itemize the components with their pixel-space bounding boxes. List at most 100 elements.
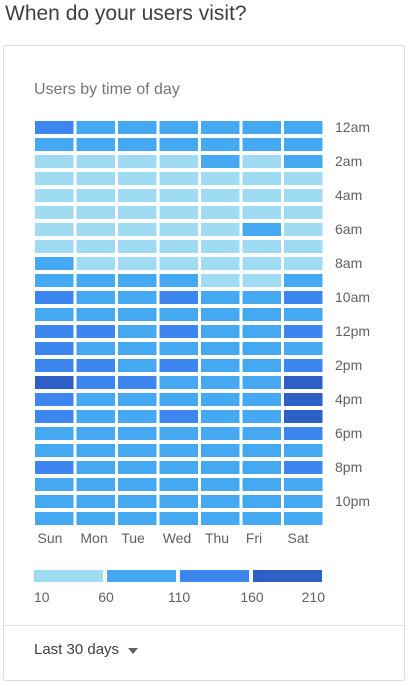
heatmap-cell-tue-1pm[interactable]: [118, 342, 157, 355]
heatmap-cell-mon-10am[interactable]: [76, 291, 116, 304]
heatmap-cell-sun-11am[interactable]: [35, 308, 74, 321]
heatmap-cell-tue-5am[interactable]: [118, 206, 157, 219]
heatmap-cell-thu-7am[interactable]: [201, 240, 240, 253]
heatmap-cell-sat-11am[interactable]: [284, 308, 323, 321]
heatmap-cell-tue-5pm[interactable]: [118, 410, 157, 423]
heatmap-cell-mon-12pm[interactable]: [76, 325, 116, 338]
heatmap-cell-wed-5pm[interactable]: [159, 410, 199, 423]
heatmap-cell-wed-3am[interactable]: [159, 172, 199, 185]
heatmap-cell-thu-3am[interactable]: [201, 172, 240, 185]
heatmap-cell-sat-9am[interactable]: [284, 274, 323, 287]
heatmap-cell-thu-3pm[interactable]: [201, 376, 240, 389]
heatmap-cell-tue-6am[interactable]: [118, 223, 157, 236]
heatmap-cell-mon-3pm[interactable]: [76, 376, 116, 389]
heatmap-cell-fri-5am[interactable]: [242, 206, 282, 219]
heatmap-cell-sun-6pm[interactable]: [35, 427, 74, 440]
heatmap-cell-sat-6am[interactable]: [284, 223, 323, 236]
heatmap-cell-thu-1pm[interactable]: [201, 342, 240, 355]
heatmap-cell-sun-7am[interactable]: [35, 240, 74, 253]
heatmap-cell-tue-11pm[interactable]: [118, 512, 157, 525]
heatmap-cell-mon-6pm[interactable]: [76, 427, 116, 440]
heatmap-cell-tue-11am[interactable]: [118, 308, 157, 321]
heatmap-cell-sun-4pm[interactable]: [35, 393, 74, 406]
heatmap-cell-thu-6am[interactable]: [201, 223, 240, 236]
heatmap-cell-mon-3am[interactable]: [76, 172, 116, 185]
heatmap-cell-mon-6am[interactable]: [76, 223, 116, 236]
heatmap-cell-tue-9am[interactable]: [118, 274, 157, 287]
heatmap-cell-sun-9pm[interactable]: [35, 478, 74, 491]
heatmap-cell-tue-4pm[interactable]: [118, 393, 157, 406]
heatmap-cell-sun-10pm[interactable]: [35, 495, 74, 508]
heatmap-cell-sun-9am[interactable]: [35, 274, 74, 287]
heatmap-cell-tue-12pm[interactable]: [118, 325, 157, 338]
heatmap-cell-thu-9pm[interactable]: [201, 478, 240, 491]
heatmap-cell-mon-2pm[interactable]: [76, 359, 116, 372]
heatmap-cell-fri-9am[interactable]: [242, 274, 282, 287]
date-range-dropdown[interactable]: Last 30 days: [34, 641, 139, 658]
heatmap-cell-sat-4pm[interactable]: [284, 393, 323, 406]
heatmap-cell-thu-6pm[interactable]: [201, 427, 240, 440]
heatmap-cell-sat-7am[interactable]: [284, 240, 323, 253]
heatmap-cell-sun-8pm[interactable]: [35, 461, 74, 474]
heatmap-cell-fri-5pm[interactable]: [242, 410, 282, 423]
heatmap-cell-sat-11pm[interactable]: [284, 512, 323, 525]
heatmap-cell-tue-3am[interactable]: [118, 172, 157, 185]
heatmap-cell-sun-1am[interactable]: [35, 138, 74, 151]
heatmap-cell-wed-1pm[interactable]: [159, 342, 199, 355]
heatmap-cell-sat-8am[interactable]: [284, 257, 323, 270]
heatmap-cell-thu-2pm[interactable]: [201, 359, 240, 372]
heatmap-cell-wed-1am[interactable]: [159, 138, 199, 151]
heatmap-cell-thu-2am[interactable]: [201, 155, 240, 168]
heatmap-cell-fri-4pm[interactable]: [242, 393, 282, 406]
heatmap-cell-mon-10pm[interactable]: [76, 495, 116, 508]
heatmap-cell-thu-12pm[interactable]: [201, 325, 240, 338]
heatmap-cell-fri-3am[interactable]: [242, 172, 282, 185]
heatmap-cell-fri-7am[interactable]: [242, 240, 282, 253]
heatmap-cell-fri-12pm[interactable]: [242, 325, 282, 338]
heatmap-cell-mon-9am[interactable]: [76, 274, 116, 287]
heatmap-cell-tue-10pm[interactable]: [118, 495, 157, 508]
heatmap-cell-thu-10am[interactable]: [201, 291, 240, 304]
heatmap-cell-mon-7am[interactable]: [76, 240, 116, 253]
heatmap-cell-fri-11pm[interactable]: [242, 512, 282, 525]
heatmap-cell-mon-8am[interactable]: [76, 257, 116, 270]
heatmap-cell-sun-11pm[interactable]: [35, 512, 74, 525]
heatmap-cell-wed-4am[interactable]: [159, 189, 199, 202]
heatmap-cell-mon-11pm[interactable]: [76, 512, 116, 525]
heatmap-cell-sun-12am[interactable]: [35, 121, 74, 134]
heatmap-cell-sat-3am[interactable]: [284, 172, 323, 185]
heatmap-cell-thu-9am[interactable]: [201, 274, 240, 287]
heatmap-cell-fri-10pm[interactable]: [242, 495, 282, 508]
heatmap-cell-fri-7pm[interactable]: [242, 444, 282, 457]
heatmap-cell-sat-8pm[interactable]: [284, 461, 323, 474]
heatmap-cell-tue-1am[interactable]: [118, 138, 157, 151]
heatmap-cell-sat-5am[interactable]: [284, 206, 323, 219]
heatmap-cell-thu-4pm[interactable]: [201, 393, 240, 406]
heatmap-cell-fri-1am[interactable]: [242, 138, 282, 151]
heatmap-cell-tue-7am[interactable]: [118, 240, 157, 253]
heatmap-cell-mon-8pm[interactable]: [76, 461, 116, 474]
heatmap-cell-tue-12am[interactable]: [118, 121, 157, 134]
heatmap-cell-tue-2am[interactable]: [118, 155, 157, 168]
heatmap-cell-wed-5am[interactable]: [159, 206, 199, 219]
heatmap-cell-sun-1pm[interactable]: [35, 342, 74, 355]
heatmap-cell-tue-2pm[interactable]: [118, 359, 157, 372]
heatmap-cell-sat-10pm[interactable]: [284, 495, 323, 508]
heatmap-cell-thu-8pm[interactable]: [201, 461, 240, 474]
heatmap-cell-sat-7pm[interactable]: [284, 444, 323, 457]
heatmap-cell-tue-9pm[interactable]: [118, 478, 157, 491]
heatmap-cell-sat-12pm[interactable]: [284, 325, 323, 338]
heatmap-cell-sun-5pm[interactable]: [35, 410, 74, 423]
heatmap-cell-sun-3am[interactable]: [35, 172, 74, 185]
heatmap-cell-fri-10am[interactable]: [242, 291, 282, 304]
heatmap-cell-sat-10am[interactable]: [284, 291, 323, 304]
heatmap-cell-thu-11am[interactable]: [201, 308, 240, 321]
heatmap-cell-mon-1am[interactable]: [76, 138, 116, 151]
heatmap-cell-fri-1pm[interactable]: [242, 342, 282, 355]
heatmap-cell-wed-11am[interactable]: [159, 308, 199, 321]
heatmap-cell-tue-10am[interactable]: [118, 291, 157, 304]
heatmap-cell-sat-1am[interactable]: [284, 138, 323, 151]
heatmap-cell-fri-2am[interactable]: [242, 155, 282, 168]
heatmap-cell-sun-3pm[interactable]: [35, 376, 74, 389]
heatmap-cell-wed-11pm[interactable]: [159, 512, 199, 525]
